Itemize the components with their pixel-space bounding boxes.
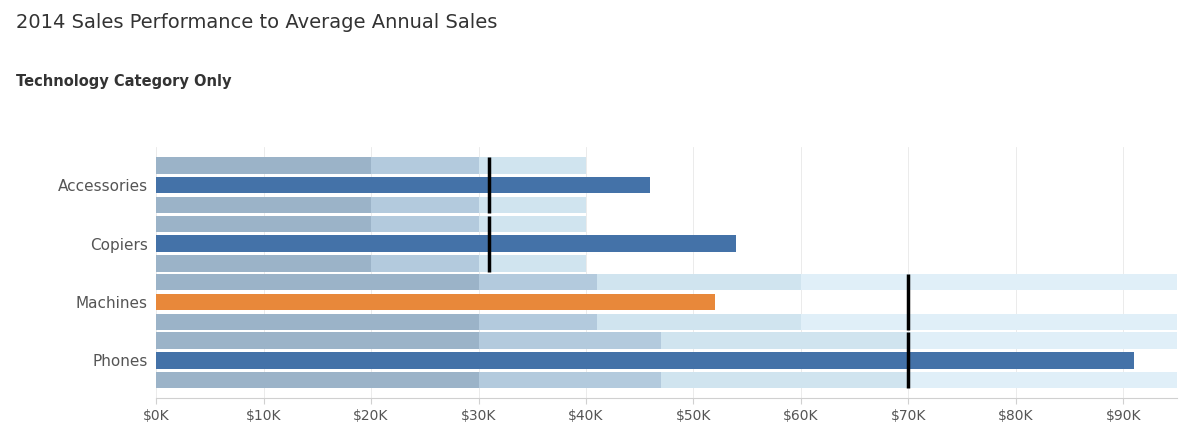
Bar [908, 372, 1177, 388]
Bar [597, 274, 801, 290]
Bar [478, 372, 662, 388]
Bar [801, 313, 1177, 330]
Bar [801, 274, 1177, 290]
Bar [156, 352, 1134, 368]
Bar [478, 197, 586, 213]
Bar [371, 157, 478, 174]
Bar [478, 274, 597, 290]
Bar [478, 333, 662, 349]
Bar [156, 294, 715, 310]
Bar [478, 255, 586, 271]
Bar [156, 274, 478, 290]
Bar [156, 197, 371, 213]
Bar [478, 313, 597, 330]
Bar [597, 313, 801, 330]
Bar [908, 333, 1177, 349]
Bar [478, 157, 586, 174]
Bar [371, 255, 478, 271]
Bar [156, 157, 371, 174]
Bar [156, 236, 736, 252]
Bar [371, 197, 478, 213]
Bar [662, 372, 908, 388]
Bar [156, 372, 478, 388]
Text: Technology Category Only: Technology Category Only [16, 74, 231, 89]
Bar [478, 216, 586, 232]
Bar [156, 177, 651, 194]
Bar [156, 333, 478, 349]
Text: 2014 Sales Performance to Average Annual Sales: 2014 Sales Performance to Average Annual… [16, 13, 497, 32]
Bar [371, 216, 478, 232]
Bar [156, 255, 371, 271]
Bar [662, 333, 908, 349]
Bar [156, 216, 371, 232]
Bar [156, 313, 478, 330]
